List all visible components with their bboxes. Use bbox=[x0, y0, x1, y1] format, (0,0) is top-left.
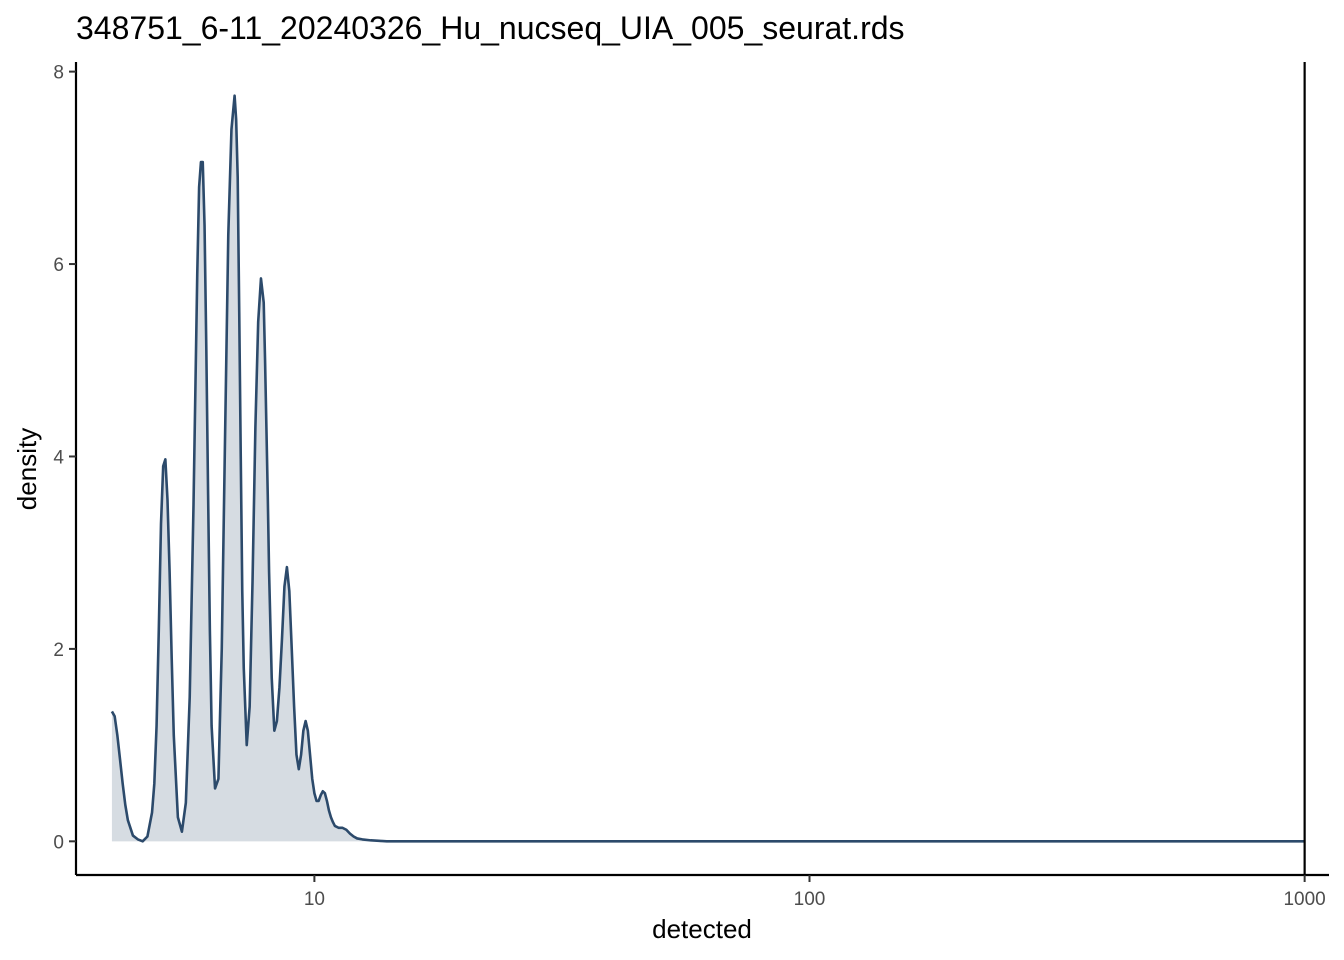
chart-title: 348751_6-11_20240326_Hu_nucseq_UIA_005_s… bbox=[76, 10, 905, 46]
y-tick-label: 0 bbox=[53, 832, 64, 853]
y-tick-label: 6 bbox=[53, 255, 64, 276]
plot-panel bbox=[110, 62, 1306, 875]
y-tick-label: 8 bbox=[53, 63, 64, 84]
y-tick-label: 4 bbox=[53, 447, 64, 468]
y-tick-label: 2 bbox=[53, 640, 64, 661]
x-tick-label: 10 bbox=[304, 889, 325, 910]
y-axis-title: density bbox=[12, 428, 42, 510]
x-tick-label: 1000 bbox=[1283, 889, 1325, 910]
density-area bbox=[111, 95, 1305, 842]
x-axis-title: detected bbox=[652, 914, 752, 944]
y-axis-ticks: 0 2 4 6 8 bbox=[53, 63, 76, 853]
x-tick-label: 100 bbox=[794, 889, 826, 910]
x-axis-ticks: 10 100 1000 bbox=[304, 875, 1326, 910]
density-line bbox=[110, 94, 1305, 843]
